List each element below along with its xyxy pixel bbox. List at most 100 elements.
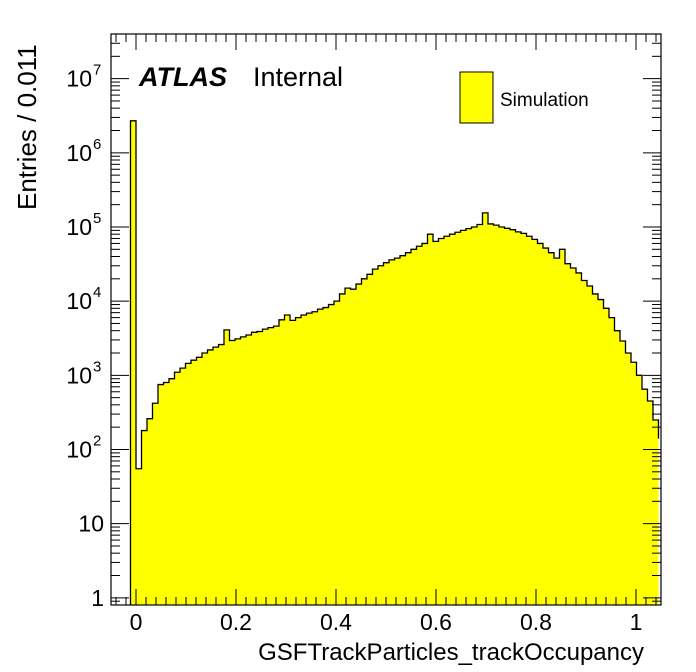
histogram-bin	[427, 234, 433, 605]
histogram-bin	[169, 378, 175, 605]
histogram-bin	[180, 368, 186, 605]
histogram-bin	[477, 224, 483, 605]
y-tick-label: 10	[66, 140, 92, 166]
histogram-bin	[213, 347, 219, 605]
y-tick-label: 10	[66, 66, 92, 92]
histogram-bin	[185, 363, 191, 605]
y-tick-label: 10	[66, 362, 92, 388]
x-tick-label: 0.2	[220, 609, 252, 635]
y-tick-label-exponent: 6	[93, 136, 101, 153]
histogram-bin	[598, 299, 604, 605]
y-tick-label-exponent: 2	[93, 432, 101, 449]
axis-ticks	[111, 33, 661, 606]
histogram-bin	[636, 375, 642, 605]
histogram-bin	[422, 243, 428, 605]
histogram-bin	[141, 430, 147, 605]
histogram-bin	[631, 362, 637, 605]
histogram-bin	[416, 246, 422, 605]
histogram-bin	[504, 228, 510, 605]
histogram-bin	[378, 265, 384, 605]
histogram-bin	[438, 238, 444, 605]
histogram-bin	[653, 419, 659, 605]
histogram-bin	[130, 120, 136, 605]
x-tick-label: 0	[130, 609, 143, 635]
histogram-bin	[394, 258, 400, 605]
histogram-bin	[196, 357, 202, 605]
y-tick-label: 1	[91, 585, 104, 611]
y-tick-label: 10	[66, 288, 92, 314]
histogram-bin	[268, 327, 274, 605]
histogram-bin	[565, 263, 571, 605]
histogram-bin	[246, 334, 252, 605]
histogram-bin	[460, 230, 466, 605]
histogram-bin	[620, 341, 626, 605]
histogram-bin	[158, 384, 164, 605]
histogram-bin	[312, 311, 318, 605]
histogram-bin	[372, 269, 378, 605]
histogram-bin	[339, 293, 345, 605]
internal-label: Internal	[253, 62, 343, 92]
histogram-bin	[202, 352, 208, 605]
atlas-label: ATLAS	[138, 62, 227, 92]
histogram-bin	[284, 315, 290, 605]
histogram-bin	[174, 372, 180, 605]
histogram-bin	[152, 403, 158, 605]
histogram-bin	[207, 349, 213, 605]
histogram-bin	[592, 293, 598, 605]
histogram-bin	[218, 344, 224, 605]
histogram-bin	[279, 319, 285, 605]
histogram-bin	[510, 229, 516, 605]
histogram-bin	[411, 249, 417, 606]
x-tick-labels: 0 0.2 0.4 0.6 0.8 1	[130, 609, 643, 635]
histogram-bin	[543, 248, 549, 605]
histogram-bin	[554, 258, 560, 605]
histogram-bin	[257, 331, 263, 605]
histogram-bin	[603, 308, 609, 605]
histogram-bin	[471, 226, 477, 605]
histogram-bin	[356, 284, 362, 605]
legend: Simulation	[459, 71, 589, 124]
histogram-bin	[570, 267, 576, 605]
histogram-bin	[240, 336, 246, 605]
histogram-bin	[499, 226, 505, 605]
histogram-bin	[515, 231, 521, 605]
y-tick-label: 10	[66, 436, 92, 462]
y-axis-label: Entries / 0.011	[12, 44, 42, 210]
histogram-bin	[328, 304, 334, 605]
histogram-bin	[345, 288, 351, 605]
histogram-bin	[537, 243, 543, 605]
histogram-bin	[273, 326, 279, 605]
histogram-bin	[367, 274, 373, 605]
y-tick-label-exponent: 4	[93, 284, 101, 301]
histogram-bin	[389, 259, 395, 605]
histogram-bin	[609, 317, 615, 605]
histogram-bin	[163, 382, 169, 605]
histogram-bin	[306, 313, 312, 605]
histogram-bin	[224, 329, 230, 605]
histogram-bin	[444, 236, 450, 606]
histogram-bin	[493, 225, 499, 605]
histogram-bin	[449, 234, 455, 605]
legend-swatch-simulation	[459, 71, 494, 124]
histogram-bin	[614, 330, 620, 605]
histogram-bin	[625, 352, 631, 605]
histogram-bin	[482, 212, 488, 605]
y-tick-label: 10	[78, 511, 104, 537]
histogram-bin	[466, 228, 472, 605]
histogram-bin	[488, 223, 494, 605]
x-tick-label: 0.8	[520, 609, 552, 635]
histogram-bin	[317, 309, 323, 605]
legend-label-simulation: Simulation	[500, 90, 589, 111]
histogram-bin	[405, 252, 411, 605]
histogram-bin	[532, 239, 538, 605]
y-tick-label: 10	[66, 214, 92, 240]
histogram-bin	[400, 255, 406, 605]
histogram-bin	[433, 241, 439, 605]
histogram-bin	[361, 278, 367, 605]
histogram-bin	[290, 320, 296, 605]
histogram-bin	[295, 317, 301, 605]
histogram-bin	[323, 307, 329, 605]
histogram-bin	[455, 232, 461, 605]
